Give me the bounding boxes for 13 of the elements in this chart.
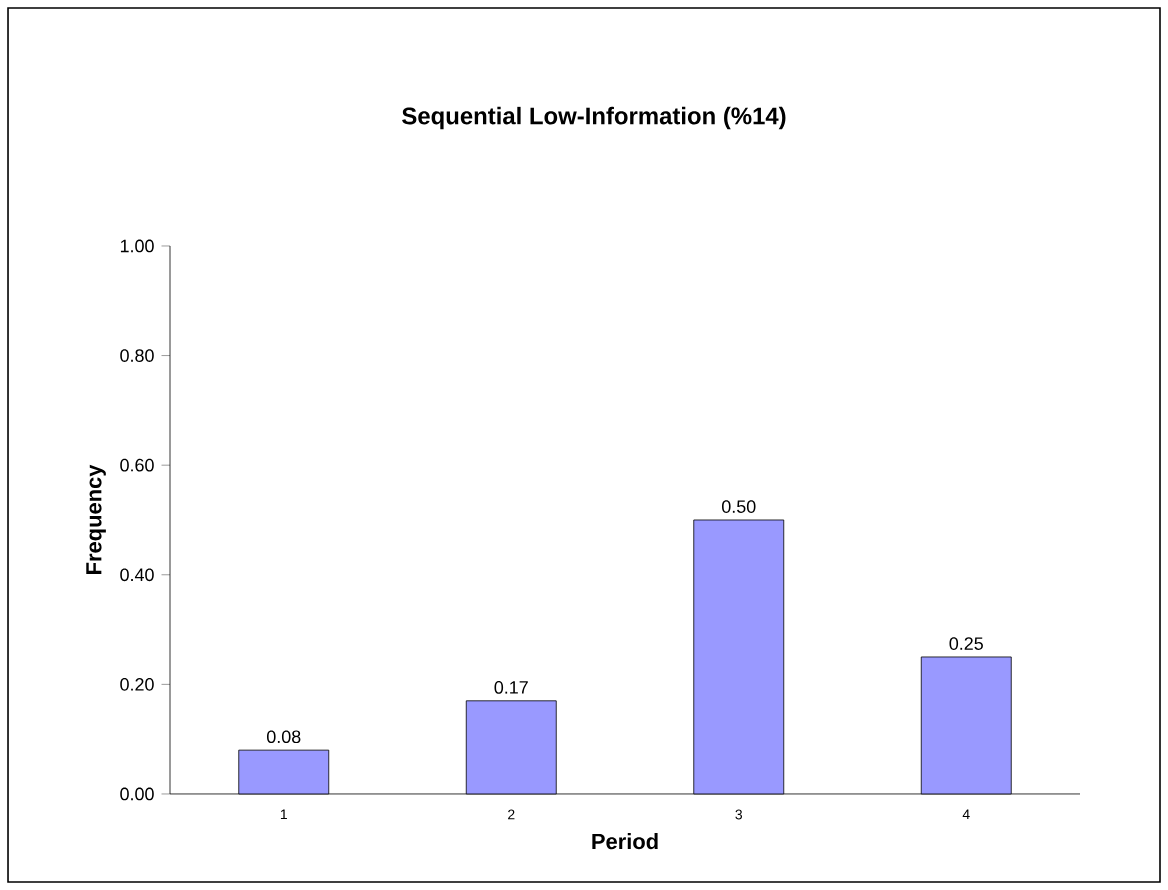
y-tick-label: 0.20: [120, 678, 154, 691]
data-label: 0.25: [949, 637, 983, 650]
y-tick-label: 0.00: [120, 787, 154, 801]
y-tick-label: 0.60: [120, 458, 154, 472]
y-axis-title: Frequency: [86, 464, 106, 574]
chart-title: Sequential Low-Information (%14): [402, 106, 786, 130]
data-label: 0.08: [267, 730, 301, 744]
x-axis-title: Period: [592, 833, 658, 850]
y-tick-label: 0.80: [120, 349, 154, 362]
data-label: 0.17: [494, 681, 528, 694]
y-tick-label: 1.00: [120, 239, 154, 253]
data-label: 0.50: [722, 500, 756, 513]
y-tick-label: 0.40: [120, 568, 154, 582]
